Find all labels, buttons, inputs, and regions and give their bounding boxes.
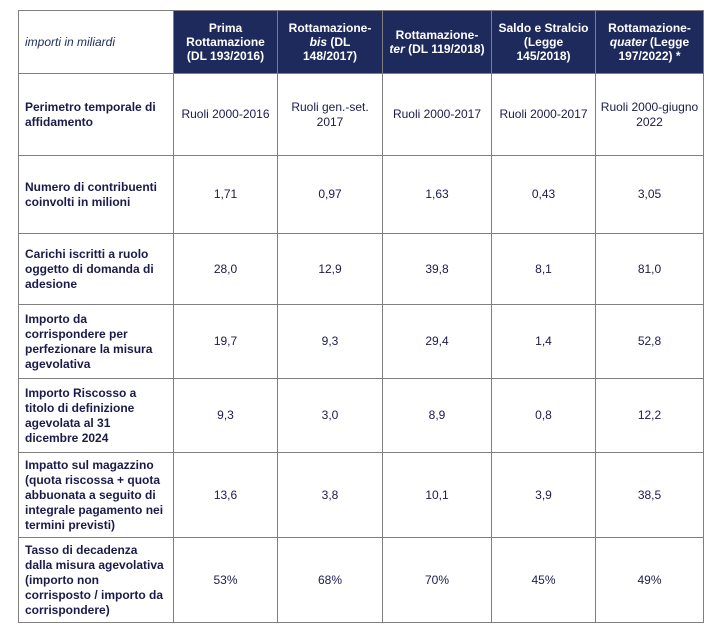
table-cell: 12,9 <box>277 233 383 305</box>
table-row: Numero di contribuenti coinvolti in mili… <box>18 155 704 234</box>
row-label: Perimetro temporale di affidamento <box>18 73 174 156</box>
table-cell: 45% <box>491 537 596 623</box>
col-header-text: Rottamazione- <box>608 21 691 35</box>
table-cell: 12,2 <box>595 378 704 453</box>
table-cell: Ruoli gen.-set. 2017 <box>277 73 383 156</box>
row-label: Tasso di decadenza dalla misura agevolat… <box>18 537 174 623</box>
table-row: Perimetro temporale di affidamento Ruoli… <box>18 73 704 156</box>
header-row: importi in miliardi Prima Rottamazione (… <box>18 10 704 74</box>
table-cell: 3,9 <box>491 452 596 538</box>
table-cell: Ruoli 2000-giugno 2022 <box>595 73 704 156</box>
col-header-italic: bis <box>309 35 327 49</box>
table-container: importi in miliardi Prima Rottamazione (… <box>18 10 704 623</box>
table-cell: Ruoli 2000-2017 <box>491 73 596 156</box>
table-row: Carichi iscritti a ruolo oggetto di doma… <box>18 233 704 305</box>
table-cell: 1,71 <box>173 155 278 234</box>
row-label: Impatto sul magazzino (quota riscossa + … <box>18 452 174 538</box>
col-header-text: (Legge <box>523 35 564 49</box>
row-label: Importo Riscosso a titolo di definizione… <box>18 378 174 453</box>
col-header-italic: quater <box>609 35 647 49</box>
col-header-rottamazione-bis: Rottamazione- bis (DL 148/2017) <box>277 10 383 74</box>
col-header-text: 197/2022) * <box>618 49 681 63</box>
col-header-text: Prima <box>208 21 243 35</box>
table-cell: 29,4 <box>382 304 492 379</box>
table-cell: 68% <box>277 537 383 623</box>
table-cell: Ruoli 2000-2016 <box>173 73 278 156</box>
rottamazione-table: importi in miliardi Prima Rottamazione (… <box>18 10 704 623</box>
table-row: Tasso di decadenza dalla misura agevolat… <box>18 537 704 623</box>
table-cell: 10,1 <box>382 452 492 538</box>
col-header-saldo-e-stralcio: Saldo e Stralcio (Legge 145/2018) <box>491 10 596 74</box>
table-cell: 0,8 <box>491 378 596 453</box>
table-cell: 53% <box>173 537 278 623</box>
table-cell: 3,0 <box>277 378 383 453</box>
table-cell: 9,3 <box>173 378 278 453</box>
table-cell: 38,5 <box>595 452 704 538</box>
col-header-rottamazione-quater: Rottamazione- quater (Legge 197/2022) * <box>595 10 704 74</box>
col-header-rottamazione-ter: Rottamazione- ter (DL 119/2018) <box>382 10 492 74</box>
table-cell: 0,97 <box>277 155 383 234</box>
table-cell: 1,63 <box>382 155 492 234</box>
table-cell: 1,4 <box>491 304 596 379</box>
table-cell: 13,6 <box>173 452 278 538</box>
col-header-italic: ter <box>389 42 405 56</box>
col-header-text: Rottamazione- <box>288 21 372 35</box>
col-header-text: (DL <box>327 35 351 49</box>
col-header-text: (DL 119/2018) <box>404 42 485 56</box>
table-cell: Ruoli 2000-2017 <box>382 73 492 156</box>
table-cell: 70% <box>382 537 492 623</box>
table-cell: 0,43 <box>491 155 596 234</box>
col-header-text: Rottamazione <box>186 35 265 49</box>
table-cell: 3,8 <box>277 452 383 538</box>
table-cell: 8,1 <box>491 233 596 305</box>
row-label: Numero di contribuenti coinvolti in mili… <box>18 155 174 234</box>
table-cell: 52,8 <box>595 304 704 379</box>
table-cell: 19,7 <box>173 304 278 379</box>
table-cell: 81,0 <box>595 233 704 305</box>
col-header-text: 148/2017) <box>302 49 358 63</box>
row-label: Importo da corrispondere per perfezionar… <box>18 304 174 379</box>
col-header-text: Saldo e Stralcio <box>498 21 589 35</box>
table-row: Impatto sul magazzino (quota riscossa + … <box>18 452 704 538</box>
table-cell: 3,05 <box>595 155 704 234</box>
col-header-text: (DL 193/2016) <box>186 49 265 63</box>
col-header-prima-rottamazione: Prima Rottamazione (DL 193/2016) <box>173 10 278 74</box>
row-label: Carichi iscritti a ruolo oggetto di doma… <box>18 233 174 305</box>
table-cell: 28,0 <box>173 233 278 305</box>
table-cell: 49% <box>595 537 704 623</box>
table-row: Importo Riscosso a titolo di definizione… <box>18 378 704 453</box>
col-header-text: (Legge <box>646 35 690 49</box>
table-cell: 8,9 <box>382 378 492 453</box>
col-header-text: Rottamazione- <box>395 28 479 42</box>
unit-label: importi in miliardi <box>18 10 174 74</box>
table-cell: 39,8 <box>382 233 492 305</box>
table-row: Importo da corrispondere per perfezionar… <box>18 304 704 379</box>
table-cell: 9,3 <box>277 304 383 379</box>
col-header-text: 145/2018) <box>516 49 571 63</box>
